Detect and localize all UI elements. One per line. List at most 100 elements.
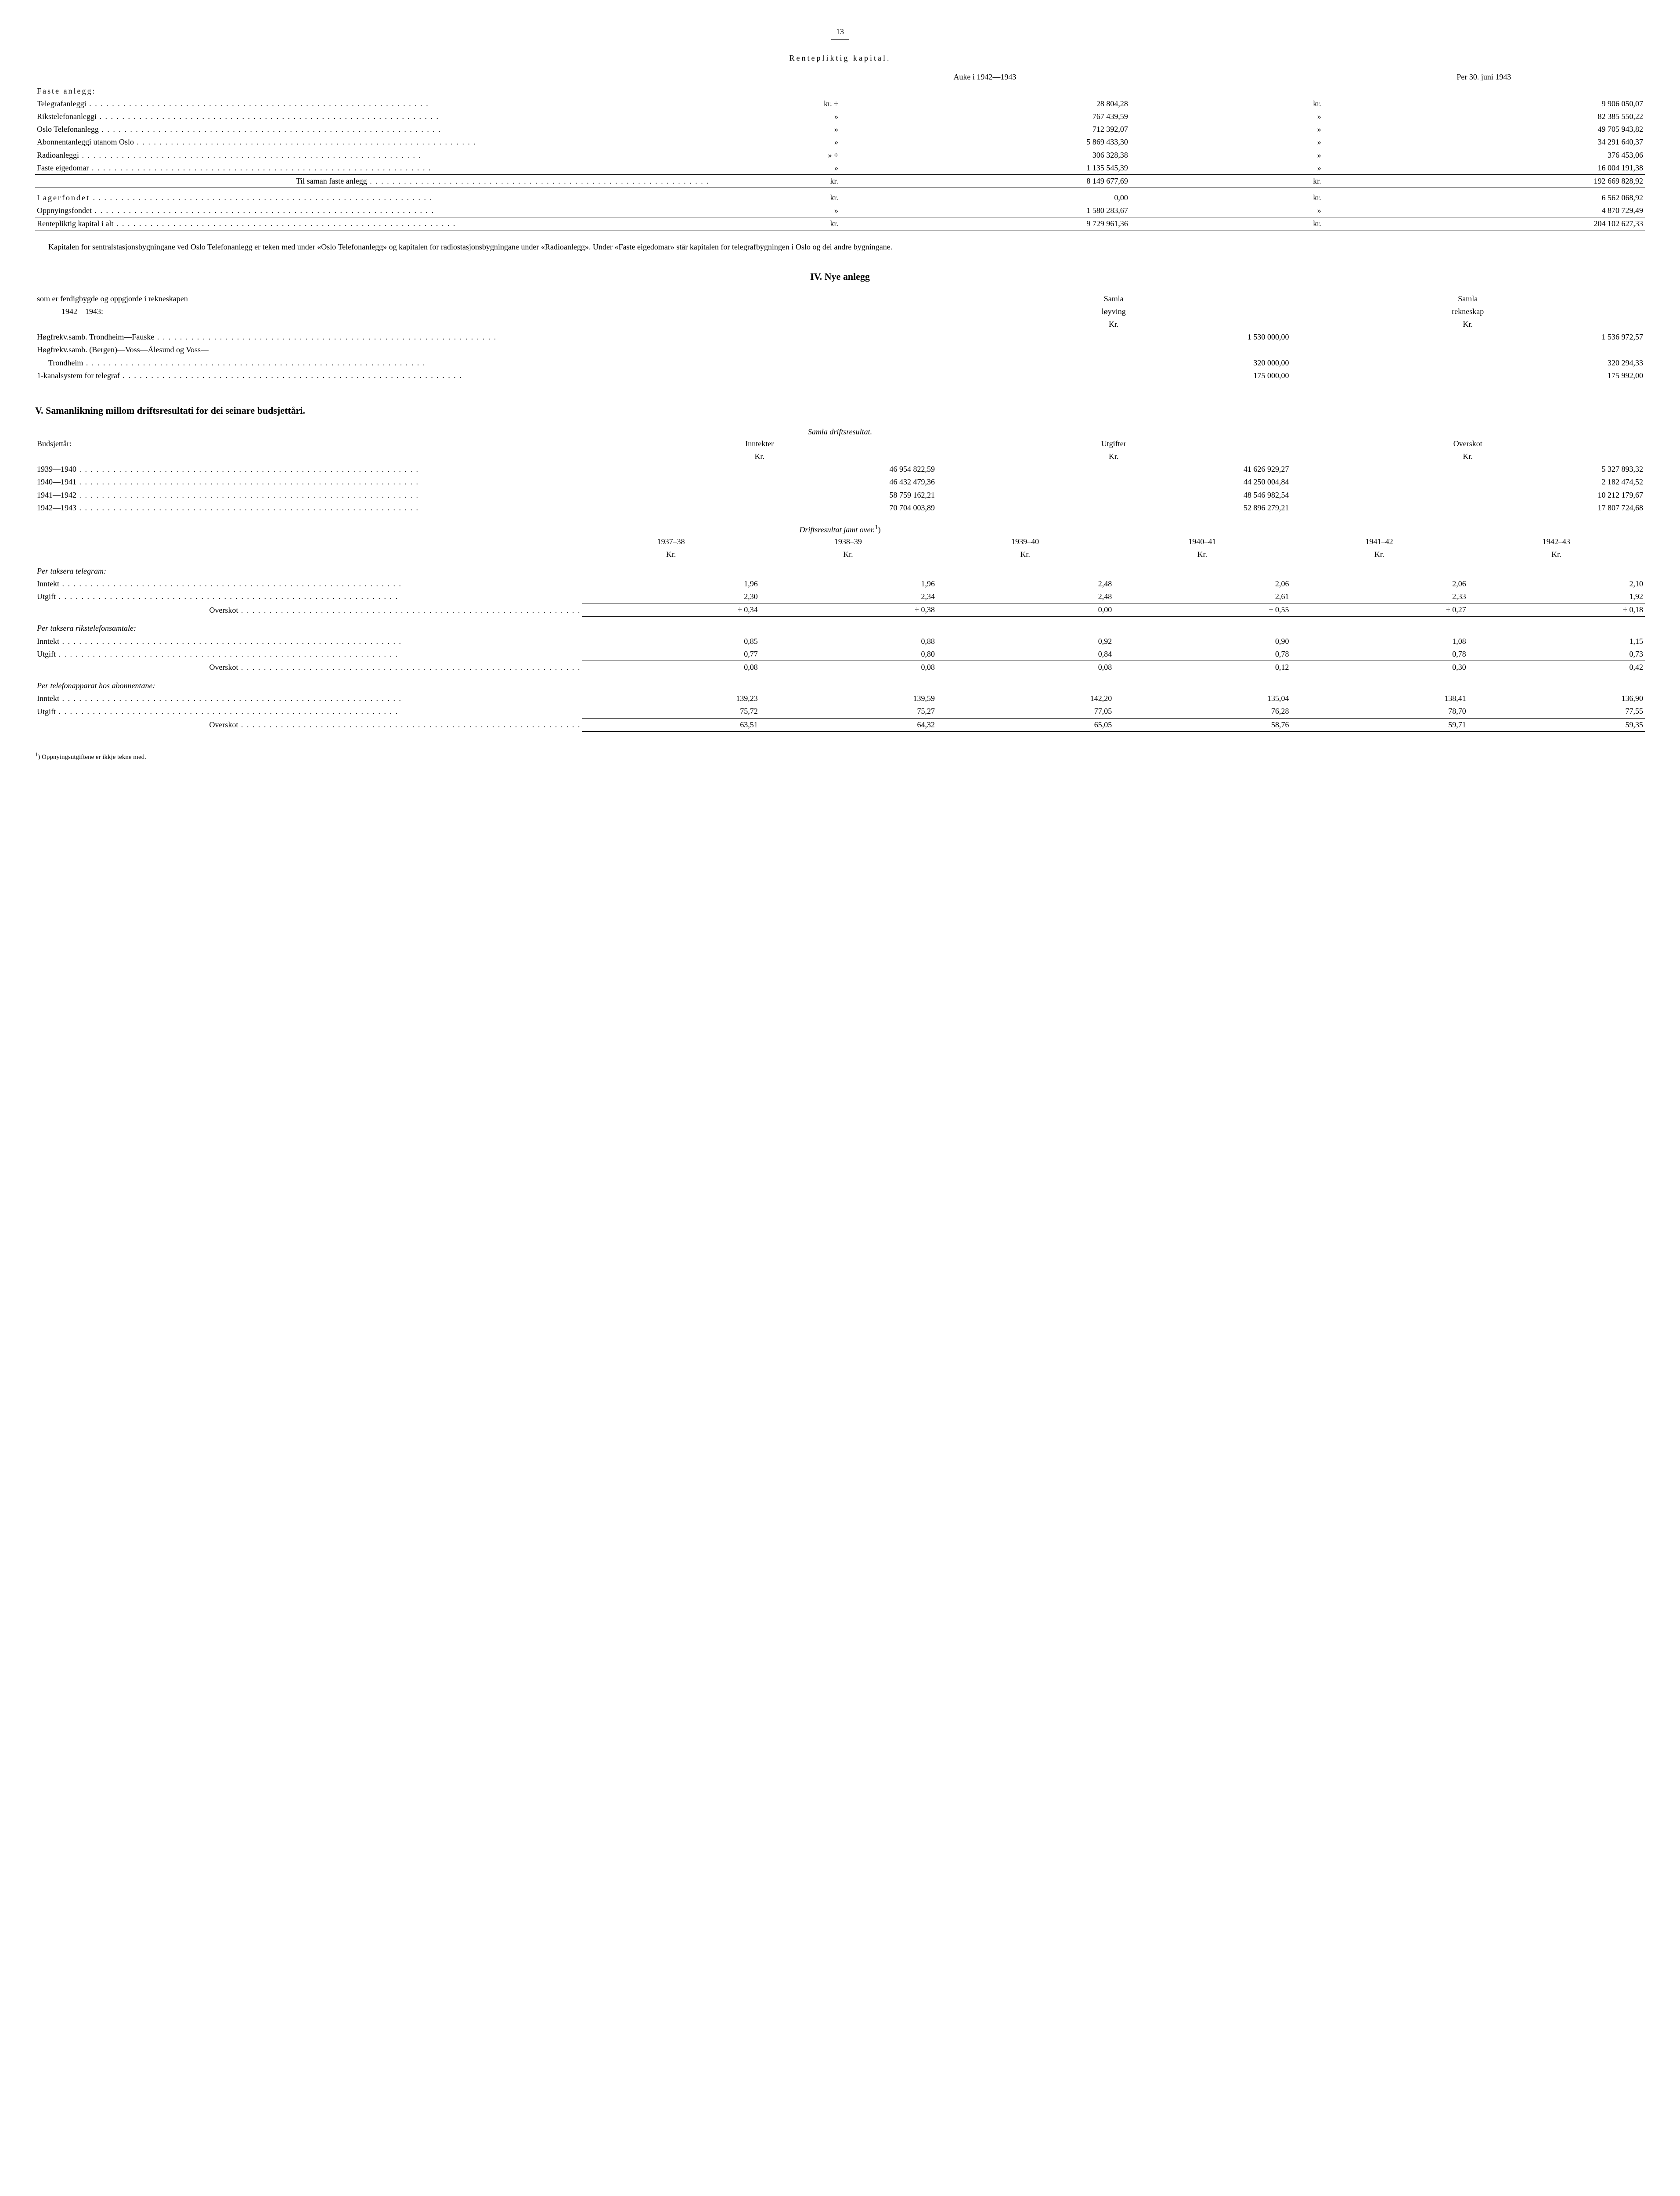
page-number-rule xyxy=(831,39,849,40)
s5b-overskot-val: ÷ 0,34 xyxy=(582,603,759,617)
s4-col2a: Samla xyxy=(1291,293,1645,305)
s5b-inntekt-val: 2,10 xyxy=(1468,578,1645,590)
subtotal-v2: 192 669 828,92 xyxy=(1323,174,1645,188)
s5b-overskot-val: 63,51 xyxy=(582,718,759,731)
s1-row-v1: 28 804,28 xyxy=(840,98,1130,110)
s4-row-v1: 175 000,00 xyxy=(937,369,1291,382)
s1-row-unit2: » xyxy=(1226,162,1323,175)
section5-subB-wrap: Driftsresultat jamt over.1) xyxy=(35,523,1645,535)
s4-intro1: som er ferdigbygde og oppgjorde i reknes… xyxy=(35,293,937,305)
s5b-overskot-val: 0,08 xyxy=(760,661,937,674)
s1-row-unit: » ÷ xyxy=(711,149,840,162)
total-label: Rentepliktig kapital i alt xyxy=(37,219,113,228)
group-label: Faste anlegg: xyxy=(37,87,96,95)
s5b-kr: Kr. xyxy=(937,548,1114,561)
s5a-row-v1: 58 759 162,21 xyxy=(582,489,937,502)
s5b-utgift-val: 2,61 xyxy=(1114,590,1291,603)
s5b-inntekt-val: 142,20 xyxy=(937,692,1114,705)
s1-extra-v2: 4 870 729,49 xyxy=(1323,204,1645,217)
s5b-inntekt-val: 138,41 xyxy=(1291,692,1467,705)
s1-row-v2: 376 453,06 xyxy=(1323,149,1645,162)
s1-row-label: Faste eigedomar xyxy=(37,163,89,172)
s5b-group-title: Per telefonapparat hos abonnentane: xyxy=(37,681,155,690)
col-header-2: Per 30. juni 1943 xyxy=(1323,71,1645,84)
s5-head-0: Budsjettår: xyxy=(35,437,582,450)
s1-row-v1: 767 439,59 xyxy=(840,110,1130,123)
s4-row-v1: 320 000,00 xyxy=(937,357,1291,369)
s1-row-v2: 16 004 191,38 xyxy=(1323,162,1645,175)
subtotal-label: Til saman faste anlegg xyxy=(296,177,367,185)
s5b-utgift-val: 2,48 xyxy=(937,590,1114,603)
s5b-inntekt-val: 0,92 xyxy=(937,635,1114,648)
s1-extra-unit2: » xyxy=(1226,204,1323,217)
subtotal-v1: 8 149 677,69 xyxy=(840,174,1130,188)
s4-col1b: løyving xyxy=(937,305,1291,318)
s1-row-label: Radioanleggi xyxy=(37,151,79,159)
s5b-overskot-val: 0,08 xyxy=(937,661,1114,674)
s5a-row-label: 1942—1943 xyxy=(37,503,76,512)
s1-row-unit: » xyxy=(711,123,840,136)
s5a-row-label: 1940—1941 xyxy=(37,477,76,486)
footnote: 1) Oppnyingsutgiftene er ikkje tekne med… xyxy=(35,751,1645,762)
s5b-inntekt-label: Inntekt xyxy=(37,637,59,646)
s5b-overskot-val: 0,30 xyxy=(1291,661,1467,674)
s5b-overskot-val: 65,05 xyxy=(937,718,1114,731)
s5b-overskot-val: ÷ 0,27 xyxy=(1291,603,1467,617)
page-number: 13 xyxy=(35,26,1645,37)
section5-subB: Driftsresultat jamt over. xyxy=(799,525,875,534)
s1-extra-unit2: kr. xyxy=(1226,191,1323,204)
s5b-inntekt-val: 139,23 xyxy=(582,692,759,705)
s5b-year: 1939–40 xyxy=(937,535,1114,548)
s5b-inntekt-val: 1,96 xyxy=(582,578,759,590)
s5-head-1: Inntekter xyxy=(582,437,937,450)
s5b-group-title: Per taksera telegram: xyxy=(37,567,106,575)
section5-title: V. Samanlikning millom driftsresultati f… xyxy=(35,404,1645,418)
total-unit2: kr. xyxy=(1226,217,1323,231)
s5-head-2: Utgifter xyxy=(937,437,1291,450)
s1-row-unit2: » xyxy=(1226,110,1323,123)
s1-row-label: Abonnentanleggi utanom Oslo xyxy=(37,137,134,146)
s5b-overskot-val: 64,32 xyxy=(760,718,937,731)
s5b-year: 1938–39 xyxy=(760,535,937,548)
total-unit: kr. xyxy=(711,217,840,231)
s1-row-v2: 49 705 943,82 xyxy=(1323,123,1645,136)
s5a-row-v3: 2 182 474,52 xyxy=(1291,476,1645,488)
s5b-utgift-label: Utgift xyxy=(37,707,56,716)
s5b-overskot-label: Overskot xyxy=(209,720,238,729)
s5b-overskot-val: 0,00 xyxy=(937,603,1114,617)
s5b-utgift-val: 0,84 xyxy=(937,648,1114,661)
section5-tableA: Budsjettår: Inntekter Utgifter Overskot … xyxy=(35,437,1645,514)
s4-col1c: Kr. xyxy=(937,318,1291,331)
total-v1: 9 729 961,36 xyxy=(840,217,1130,231)
s5b-inntekt-val: 1,15 xyxy=(1468,635,1645,648)
total-v2: 204 102 627,33 xyxy=(1323,217,1645,231)
s4-col2c: Kr. xyxy=(1291,318,1645,331)
s5b-kr: Kr. xyxy=(1291,548,1467,561)
s5b-year: 1941–42 xyxy=(1291,535,1467,548)
s5b-group-title: Per taksera rikstelefonsamtale: xyxy=(37,624,136,632)
section1-title: Rentepliktig kapital. xyxy=(35,53,1645,64)
s5b-utgift-val: 78,70 xyxy=(1291,705,1467,718)
section4-title: IV. Nye anlegg xyxy=(35,270,1645,284)
col-header-1: Auke i 1942—1943 xyxy=(840,71,1130,84)
s5b-overskot-val: 59,71 xyxy=(1291,718,1467,731)
s5a-row-v3: 10 212 179,67 xyxy=(1291,489,1645,502)
s5b-utgift-val: 0,80 xyxy=(760,648,937,661)
s5b-overskot-label: Overskot xyxy=(209,606,238,614)
s5b-overskot-label: Overskot xyxy=(209,663,238,672)
s4-row-label: Høgfrekv.samb. Trondheim—Fauske xyxy=(37,332,154,341)
s5b-year: 1937–38 xyxy=(582,535,759,548)
s5b-utgift-val: 77,55 xyxy=(1468,705,1645,718)
s5b-kr: Kr. xyxy=(1114,548,1291,561)
s5a-row-v1: 46 954 822,59 xyxy=(582,463,937,476)
s5b-inntekt-val: 2,06 xyxy=(1114,578,1291,590)
section5-subB-paren: ) xyxy=(878,525,881,534)
s5b-utgift-val: 75,27 xyxy=(760,705,937,718)
s1-row-v2: 9 906 050,07 xyxy=(1323,98,1645,110)
footnote-text: Oppnyingsutgiftene er ikkje tekne med. xyxy=(40,754,146,761)
s5a-row-v2: 41 626 929,27 xyxy=(937,463,1291,476)
s5-head-1u: Kr. xyxy=(582,450,937,463)
s5b-overskot-val: 0,12 xyxy=(1114,661,1291,674)
s1-row-v2: 82 385 550,22 xyxy=(1323,110,1645,123)
s5b-inntekt-val: 1,96 xyxy=(760,578,937,590)
